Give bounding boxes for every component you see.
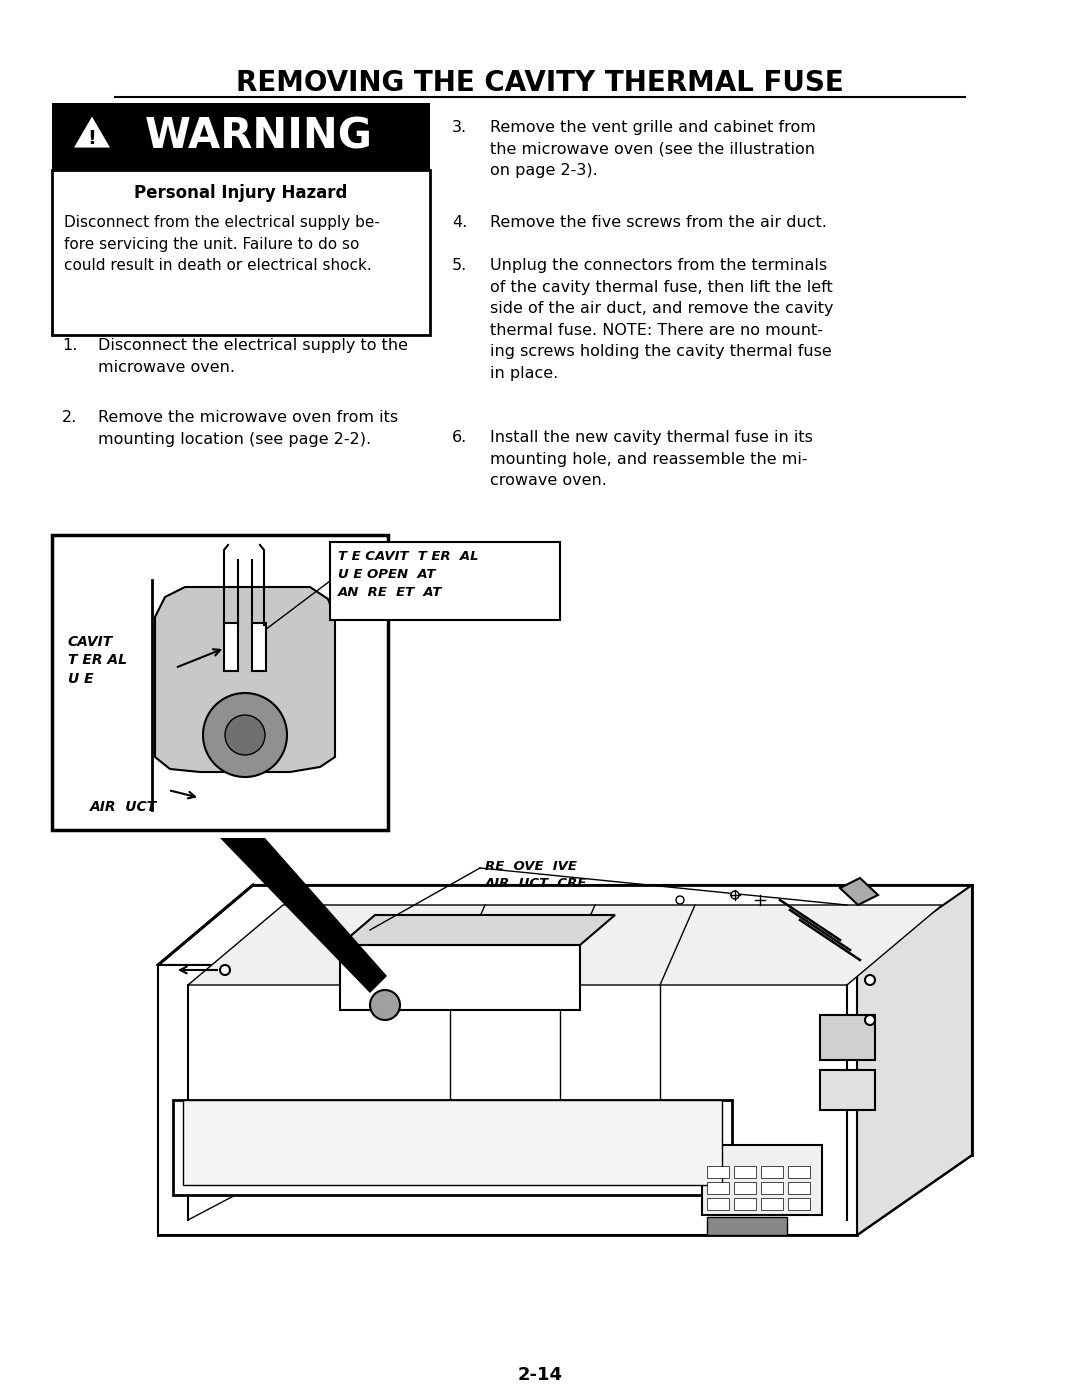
Bar (788, 1182, 810, 1194)
Bar (702, 1146, 822, 1215)
Circle shape (370, 990, 400, 1020)
Text: WARNING: WARNING (145, 116, 373, 158)
Text: 3.: 3. (453, 120, 468, 136)
Bar (761, 1182, 783, 1194)
Bar (820, 1070, 875, 1111)
Text: T E CAVIT  T ER  AL
U E OPEN  AT
AN  RE  ET  AT: T E CAVIT T ER AL U E OPEN AT AN RE ET A… (338, 550, 478, 599)
Text: AIR  UCT: AIR UCT (90, 800, 157, 814)
Text: CAVIT
T ER AL
U E: CAVIT T ER AL U E (68, 636, 127, 686)
Bar (52, 535, 388, 830)
Circle shape (203, 693, 287, 777)
Text: Remove the vent grille and cabinet from
the microwave oven (see the illustration: Remove the vent grille and cabinet from … (490, 120, 815, 179)
Circle shape (865, 975, 875, 985)
Polygon shape (340, 915, 615, 944)
Bar (707, 1182, 729, 1194)
Bar (252, 623, 266, 671)
Polygon shape (340, 944, 580, 1010)
Bar (224, 623, 238, 671)
Bar (52, 103, 430, 170)
Text: Install the new cavity thermal fuse in its
mounting hole, and reassemble the mi-: Install the new cavity thermal fuse in i… (490, 430, 813, 488)
Bar (734, 1166, 756, 1178)
Text: 1.: 1. (62, 338, 78, 353)
Bar (183, 1099, 723, 1185)
Polygon shape (158, 886, 972, 965)
Polygon shape (840, 877, 878, 905)
Text: Unplug the connectors from the terminals
of the cavity thermal fuse, then lift t: Unplug the connectors from the terminals… (490, 258, 834, 381)
Bar (734, 1182, 756, 1194)
Text: 2-14: 2-14 (517, 1366, 563, 1384)
Bar (173, 1099, 732, 1194)
Text: Remove the microwave oven from its
mounting location (see page 2-2).: Remove the microwave oven from its mount… (98, 409, 399, 447)
Bar (707, 1166, 729, 1178)
Text: Remove the five screws from the air duct.: Remove the five screws from the air duct… (490, 215, 827, 231)
Text: Personal Injury Hazard: Personal Injury Hazard (134, 184, 348, 203)
Bar (707, 1217, 787, 1235)
Polygon shape (220, 838, 387, 993)
Bar (788, 1166, 810, 1178)
Bar (761, 1166, 783, 1178)
Polygon shape (72, 115, 112, 148)
Bar (788, 1199, 810, 1210)
Text: 6.: 6. (453, 430, 468, 446)
Bar (707, 1199, 729, 1210)
Polygon shape (156, 587, 335, 773)
Bar (52, 170, 430, 335)
Circle shape (731, 891, 739, 900)
Text: 4.: 4. (453, 215, 468, 231)
Bar (330, 542, 561, 620)
Text: Disconnect the electrical supply to the
microwave oven.: Disconnect the electrical supply to the … (98, 338, 408, 374)
Circle shape (225, 715, 265, 754)
Bar (820, 1016, 875, 1060)
Text: REMOVING THE CAVITY THERMAL FUSE: REMOVING THE CAVITY THERMAL FUSE (237, 68, 843, 96)
Circle shape (676, 895, 684, 904)
Polygon shape (158, 965, 858, 1235)
Bar (734, 1199, 756, 1210)
Text: !: ! (87, 129, 96, 148)
Circle shape (865, 1016, 875, 1025)
Polygon shape (858, 886, 972, 1235)
Text: RE  OVE  IVE
AIR  UCT  CRE: RE OVE IVE AIR UCT CRE (485, 861, 588, 890)
Bar (761, 1199, 783, 1210)
Polygon shape (188, 905, 942, 985)
Circle shape (220, 965, 230, 975)
Text: Disconnect from the electrical supply be-
fore servicing the unit. Failure to do: Disconnect from the electrical supply be… (64, 215, 380, 274)
Text: 2.: 2. (62, 409, 78, 425)
Text: 5.: 5. (453, 258, 468, 272)
